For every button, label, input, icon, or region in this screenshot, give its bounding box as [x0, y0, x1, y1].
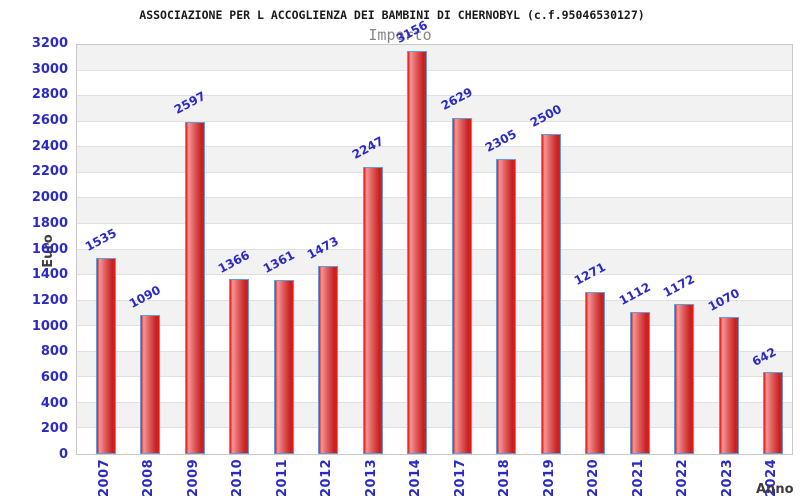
y-tick-label: 3000 [31, 61, 68, 77]
bar [674, 304, 695, 454]
bar [184, 122, 205, 454]
y-tick-label: 2200 [31, 164, 68, 180]
gridline [77, 120, 792, 122]
plot-area: 1535 1090 2597 1366 1361 1473 2247 3156 2629 2305… [76, 17, 793, 455]
x-axis-title: Anno [756, 482, 794, 497]
y-tick-label: 2400 [31, 138, 68, 154]
y-tick-label: 1400 [31, 267, 68, 283]
bar [763, 371, 784, 454]
gridline [77, 146, 792, 148]
gridline [77, 248, 792, 250]
gridline [77, 299, 792, 301]
x-tick-label: 2010 [230, 458, 246, 497]
x-tick-label: 2008 [141, 458, 157, 497]
bar [496, 159, 517, 454]
gridline [77, 69, 792, 71]
y-tick-label: 2600 [31, 113, 68, 129]
bar [229, 279, 250, 454]
y-tick-label: 1800 [31, 215, 68, 231]
grid-band [77, 96, 792, 122]
x-tick-label: 2022 [675, 458, 691, 497]
x-tick-label: 2019 [541, 458, 557, 497]
y-tick-label: 200 [40, 421, 68, 437]
bar [540, 134, 561, 454]
x-tick-label: 2014 [408, 458, 424, 497]
chart-subtitle: Importo [368, 26, 432, 44]
grid-band [77, 71, 792, 97]
x-tick-label: 2021 [630, 458, 646, 497]
bar [273, 280, 294, 454]
bar [629, 311, 650, 454]
y-tick-label: 1000 [31, 318, 68, 334]
y-tick-label: 400 [40, 395, 68, 411]
bar [95, 257, 116, 454]
gridline [77, 222, 792, 224]
bar [407, 50, 428, 454]
gridline [77, 95, 792, 97]
x-tick-label: 2023 [719, 458, 735, 497]
grid-band [77, 45, 792, 71]
gridline [77, 376, 792, 378]
y-tick-label: 1600 [31, 241, 68, 257]
gridline [77, 274, 792, 276]
y-tick-label: 800 [40, 344, 68, 360]
x-tick-label: 2009 [185, 458, 201, 497]
gridline [77, 401, 792, 403]
gridline [77, 197, 792, 199]
x-tick-label: 2020 [586, 458, 602, 497]
x-tick-label: 2013 [363, 458, 379, 497]
bar [718, 317, 739, 454]
y-tick-label: 3200 [31, 36, 68, 51]
gridline [77, 325, 792, 327]
x-tick-label: 2011 [274, 458, 290, 497]
x-tick-label: 2012 [319, 458, 335, 497]
x-tick-label: 2018 [497, 458, 513, 497]
y-tick-label: 1200 [31, 292, 68, 308]
y-tick-label: 0 [58, 447, 68, 462]
gridline [77, 171, 792, 173]
chart-title: ASSOCIAZIONE PER L ACCOGLIENZA DEI BAMBI… [139, 8, 645, 22]
y-tick-label: 2800 [31, 87, 68, 103]
bar [362, 166, 383, 454]
bar [140, 314, 161, 454]
bar [318, 265, 339, 454]
y-tick-label: 600 [40, 369, 68, 385]
bar [451, 117, 472, 454]
x-tick-label: 2007 [96, 458, 112, 497]
gridline [77, 350, 792, 352]
gridline [77, 427, 792, 429]
y-tick-label: 2000 [31, 190, 68, 206]
x-tick-label: 2017 [452, 458, 468, 497]
bar [585, 291, 606, 454]
